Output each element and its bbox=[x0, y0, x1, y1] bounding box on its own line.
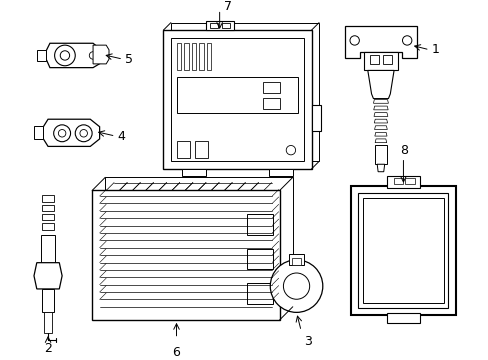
Text: 1: 1 bbox=[431, 43, 439, 56]
Bar bbox=[176, 43, 181, 69]
Bar bbox=[42, 289, 54, 312]
Bar bbox=[205, 21, 233, 30]
Bar bbox=[386, 176, 420, 188]
Polygon shape bbox=[373, 119, 387, 123]
Text: 5: 5 bbox=[125, 53, 133, 66]
Bar bbox=[311, 105, 320, 131]
Bar bbox=[183, 43, 188, 69]
Circle shape bbox=[270, 260, 322, 312]
Bar bbox=[170, 38, 304, 161]
Bar bbox=[163, 30, 311, 169]
Bar bbox=[262, 98, 279, 109]
Polygon shape bbox=[46, 43, 102, 68]
Circle shape bbox=[54, 125, 70, 142]
Polygon shape bbox=[170, 23, 318, 161]
Polygon shape bbox=[345, 26, 416, 58]
Circle shape bbox=[285, 145, 295, 155]
Circle shape bbox=[55, 45, 75, 66]
Bar bbox=[269, 169, 292, 176]
Bar bbox=[363, 52, 397, 71]
Bar bbox=[246, 249, 272, 269]
Bar bbox=[41, 235, 55, 263]
Bar bbox=[262, 82, 279, 93]
Bar bbox=[393, 178, 403, 184]
Polygon shape bbox=[376, 164, 384, 172]
Bar bbox=[195, 141, 208, 158]
Bar bbox=[288, 254, 304, 265]
Polygon shape bbox=[374, 139, 386, 143]
Bar bbox=[191, 43, 196, 69]
Bar bbox=[206, 43, 211, 69]
Bar bbox=[42, 195, 54, 202]
Bar bbox=[291, 258, 301, 265]
Text: 4: 4 bbox=[117, 130, 125, 143]
Text: 7: 7 bbox=[224, 0, 232, 13]
Bar bbox=[42, 223, 54, 230]
Polygon shape bbox=[43, 119, 100, 147]
Polygon shape bbox=[34, 263, 62, 289]
Bar bbox=[246, 214, 272, 235]
Bar bbox=[182, 169, 205, 176]
Bar bbox=[405, 178, 414, 184]
Circle shape bbox=[349, 36, 359, 45]
Polygon shape bbox=[373, 99, 387, 103]
Polygon shape bbox=[373, 113, 387, 116]
Bar bbox=[44, 312, 52, 333]
Bar bbox=[386, 313, 420, 323]
Bar bbox=[350, 186, 455, 315]
Text: 2: 2 bbox=[44, 342, 52, 355]
Circle shape bbox=[80, 130, 87, 137]
Bar bbox=[92, 190, 279, 320]
Bar bbox=[382, 54, 391, 64]
Polygon shape bbox=[374, 132, 386, 136]
Polygon shape bbox=[374, 126, 386, 130]
Bar bbox=[358, 193, 447, 308]
Polygon shape bbox=[93, 45, 109, 64]
Circle shape bbox=[60, 51, 69, 60]
Text: 8: 8 bbox=[399, 144, 407, 157]
Text: 3: 3 bbox=[304, 335, 311, 348]
Polygon shape bbox=[367, 71, 393, 99]
Bar bbox=[210, 23, 217, 28]
Bar bbox=[42, 214, 54, 220]
Bar bbox=[42, 204, 54, 211]
Circle shape bbox=[75, 125, 92, 142]
Bar bbox=[176, 77, 298, 113]
Bar bbox=[199, 43, 203, 69]
Circle shape bbox=[402, 36, 411, 45]
Polygon shape bbox=[105, 177, 292, 307]
Bar bbox=[375, 145, 386, 164]
Circle shape bbox=[283, 273, 309, 299]
Bar bbox=[222, 23, 229, 28]
Text: 6: 6 bbox=[171, 346, 179, 359]
Polygon shape bbox=[37, 50, 46, 61]
Bar bbox=[369, 54, 378, 64]
Polygon shape bbox=[34, 126, 43, 139]
Bar bbox=[363, 198, 443, 303]
Bar bbox=[176, 141, 189, 158]
Polygon shape bbox=[373, 106, 387, 110]
Circle shape bbox=[58, 130, 66, 137]
Bar bbox=[246, 283, 272, 304]
Circle shape bbox=[89, 52, 97, 59]
